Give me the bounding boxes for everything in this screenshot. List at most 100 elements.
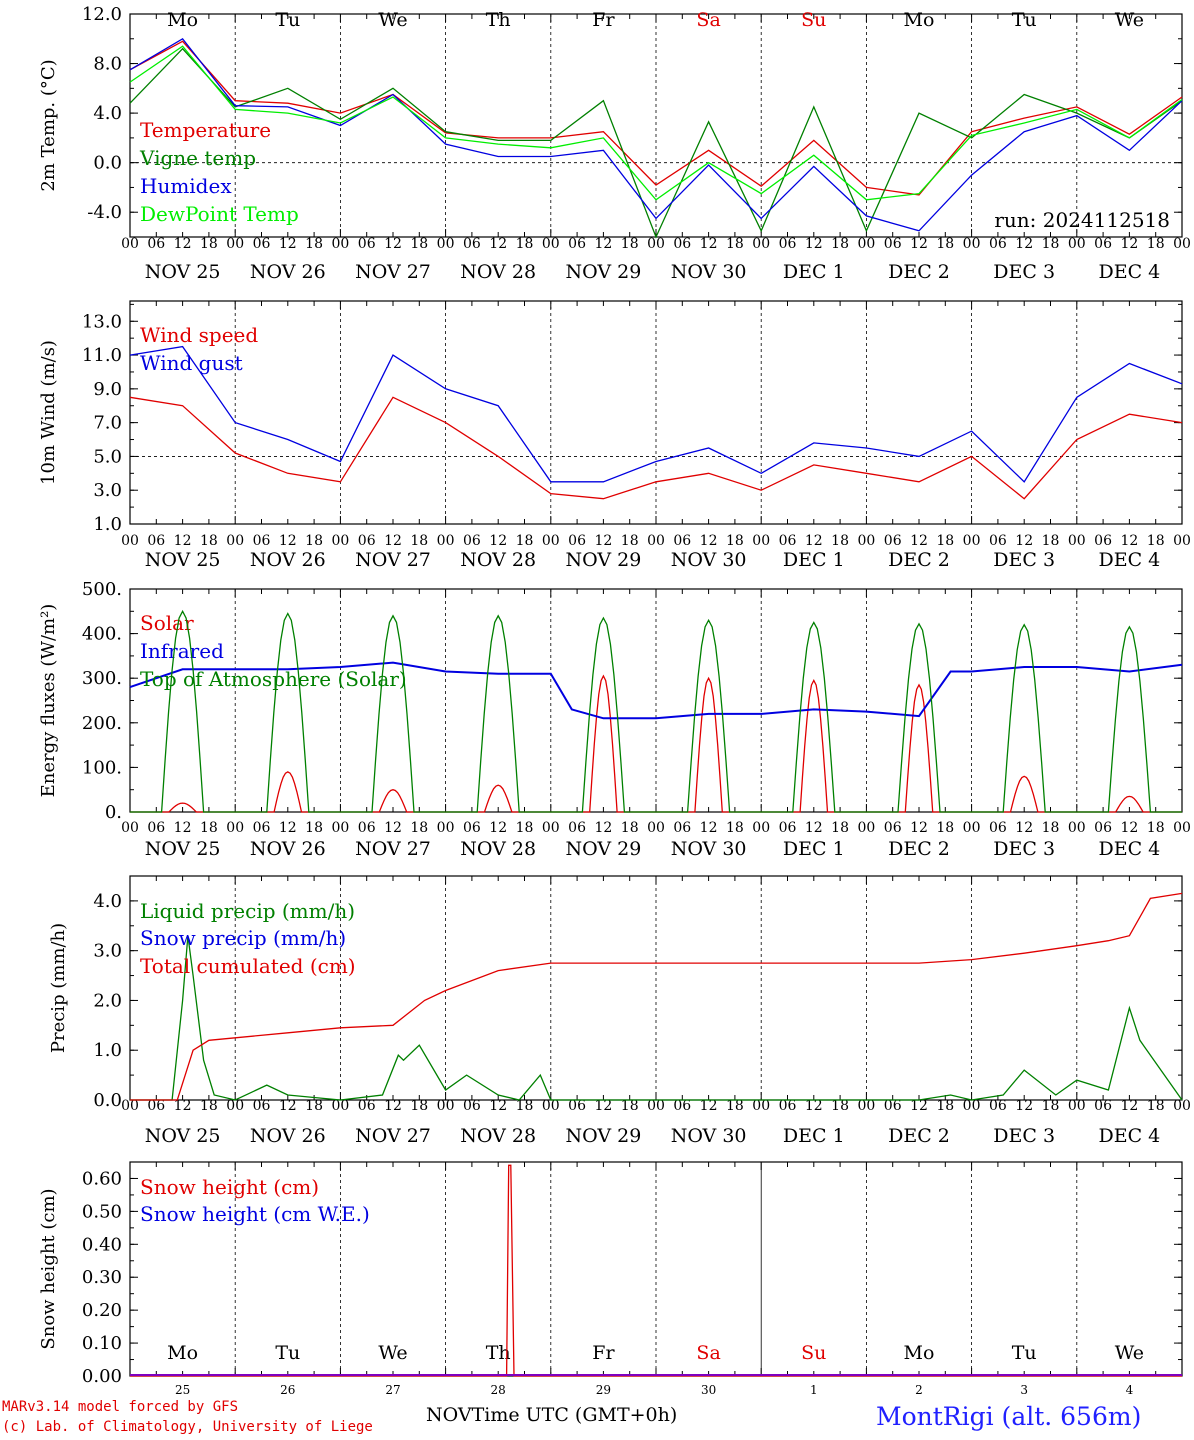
y-tick-label: 100. [82, 757, 122, 778]
hour-label: 18 [831, 236, 849, 252]
hour-label: 00 [437, 820, 455, 836]
hour-label: 00 [1068, 1098, 1086, 1114]
series-line-infrared [129, 661, 1183, 720]
date-label: NOV 28 [460, 261, 536, 283]
date-label: DEC 1 [783, 1125, 845, 1147]
weekday-label: We [1115, 1342, 1144, 1364]
hour-label: 00 [542, 533, 560, 549]
hour-label: 00 [226, 820, 244, 836]
hour-label: 06 [989, 236, 1007, 252]
hour-label: 06 [147, 236, 165, 252]
station-label: MontRigi (alt. 656m) [876, 1402, 1142, 1431]
chart-panel-2: 13.0 11.0 9.0 7.0 5.0 3.0 1.0 10m Wind (m/s) 00 0… [38, 300, 1191, 571]
hour-label: 18 [936, 820, 954, 836]
hour-label: 06 [463, 820, 481, 836]
y-axis-label: 10m Wind (m/s) [38, 340, 59, 485]
series-line-wind-speed [129, 396, 1183, 500]
legend-entry: Snow height (cm W.E.) [140, 1202, 370, 1226]
chart-panel-5: 0.60 0.50 0.40 0.30 0.20 0.10 0.00 Snow height … [38, 1161, 1183, 1397]
credit-line-model: MARv3.14 model forced by GFS [2, 1399, 239, 1415]
date-label: DEC 1 [783, 549, 845, 571]
weekday-label: Mo [167, 1342, 198, 1364]
day-number-label: 4 [1126, 1383, 1134, 1397]
hour-label: 12 [1120, 236, 1138, 252]
hour-label: 00 [1068, 533, 1086, 549]
hour-label: 06 [673, 1098, 691, 1114]
date-label: NOV 29 [565, 838, 641, 860]
hour-label: 06 [358, 820, 376, 836]
hour-label: 06 [779, 1098, 797, 1114]
date-label: NOV 29 [565, 261, 641, 283]
hour-label: 06 [358, 236, 376, 252]
hour-label: 18 [200, 236, 218, 252]
hour-label: 00 [121, 236, 139, 252]
hour-label: 06 [884, 1098, 902, 1114]
y-tick-label: 1.0 [93, 1040, 122, 1061]
hour-label: 00 [752, 533, 770, 549]
date-label: NOV 25 [145, 1125, 221, 1147]
y-tick-label: 8.0 [93, 54, 122, 75]
hour-label: 06 [673, 236, 691, 252]
hour-label: 00 [437, 236, 455, 252]
hour-label: 12 [174, 236, 192, 252]
y-tick-label: 13.0 [82, 311, 122, 332]
hour-label: 18 [1042, 1098, 1060, 1114]
hour-label: 18 [516, 236, 534, 252]
legend-entry: DewPoint Temp [140, 202, 299, 226]
hour-label: 00 [857, 236, 875, 252]
date-label: DEC 4 [1099, 549, 1161, 571]
hour-label: 00 [963, 820, 981, 836]
y-tick-label: 0.60 [82, 1168, 122, 1189]
hour-label: 18 [726, 1098, 744, 1114]
y-tick-label: 0.10 [82, 1333, 122, 1354]
y-tick-label: 0.0 [93, 1090, 122, 1111]
series-line-wind-gust [129, 345, 1183, 483]
hour-label: 06 [147, 820, 165, 836]
hour-label: 00 [121, 1098, 139, 1114]
weekday-label: Th [486, 1342, 511, 1364]
hour-label: 00 [857, 820, 875, 836]
y-tick-label: 0.00 [82, 1366, 122, 1387]
weekday-label: Mo [904, 9, 935, 31]
hour-label: 00 [647, 533, 665, 549]
hour-label: 06 [147, 1098, 165, 1114]
series-line-top-of-atmosphere-solar- [130, 609, 1182, 813]
y-tick-label: 9.0 [93, 379, 122, 400]
hour-label: 00 [1068, 820, 1086, 836]
date-label: DEC 3 [993, 838, 1055, 860]
hour-label: 00 [963, 236, 981, 252]
hour-label: 12 [910, 533, 928, 549]
hour-label: 12 [1015, 236, 1033, 252]
hour-label: 18 [621, 236, 639, 252]
y-tick-label: 300. [82, 668, 122, 689]
hour-label: 00 [121, 533, 139, 549]
hour-label: 12 [1120, 820, 1138, 836]
legend-entry: Top of Atmosphere (Solar) [140, 667, 407, 691]
weekday-label: We [378, 9, 407, 31]
hour-label: 18 [410, 236, 428, 252]
hour-label: 18 [410, 533, 428, 549]
weekday-label: We [1115, 9, 1144, 31]
hour-label: 00 [542, 236, 560, 252]
hour-label: 00 [331, 1098, 349, 1114]
hour-label: 18 [726, 236, 744, 252]
hour-label: 12 [805, 533, 823, 549]
hour-label: 12 [910, 1098, 928, 1114]
weekday-label: Tu [275, 9, 300, 31]
y-tick-label: 5.0 [93, 446, 122, 467]
hour-label: 18 [726, 820, 744, 836]
series-line-liquid-precip-mm-h- [130, 935, 1183, 1101]
legend-entry: Snow precip (mm/h) [140, 926, 346, 950]
chart-panel-3: 500. 400. 300. 200. 100. 0. Energy fluxes (W/m… [38, 579, 1191, 860]
hour-label: 06 [358, 533, 376, 549]
hour-label: 12 [489, 1098, 507, 1114]
date-label: NOV 28 [460, 838, 536, 860]
hour-label: 18 [621, 533, 639, 549]
hour-label: 12 [279, 236, 297, 252]
series-line-humidex [129, 37, 1183, 232]
weekday-label: We [378, 1342, 407, 1364]
hour-label: 12 [384, 236, 402, 252]
hour-label: 00 [1068, 236, 1086, 252]
hour-label: 00 [226, 533, 244, 549]
hour-label: 00 [752, 820, 770, 836]
